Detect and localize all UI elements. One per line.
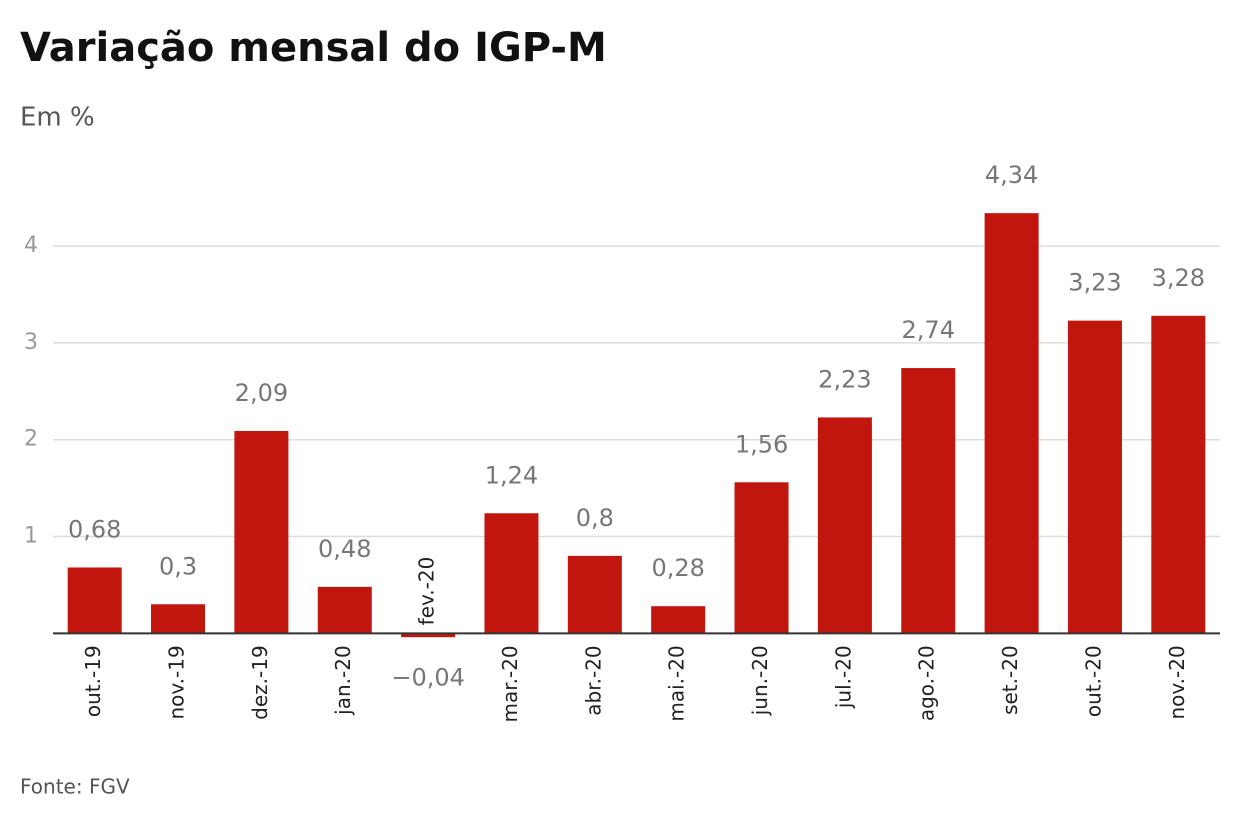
- x-tick-label: ago.-20: [915, 645, 939, 721]
- bar: [1067, 320, 1122, 634]
- value-label: 2,74: [902, 316, 955, 344]
- chart-title: Variação mensal do IGP-M: [20, 25, 607, 71]
- bar: [317, 586, 372, 634]
- bar: [901, 368, 956, 634]
- value-label: 3,28: [1152, 264, 1205, 292]
- bar: [817, 417, 872, 634]
- value-label: −0,04: [391, 663, 465, 691]
- value-label: 2,09: [235, 379, 288, 407]
- x-tick-label: nov.-20: [1165, 645, 1189, 719]
- x-tick-label: out.-19: [81, 645, 105, 717]
- bar: [67, 567, 122, 634]
- x-tick-label: dez.-19: [248, 645, 272, 720]
- y-tick-label: 2: [24, 427, 38, 452]
- x-tick-label: out.-20: [1081, 645, 1105, 717]
- x-tick-label: jun.-20: [748, 645, 772, 716]
- value-label: 3,23: [1068, 269, 1121, 297]
- x-tick-label: abr.-20: [581, 645, 605, 715]
- x-tick-label: mai.-20: [665, 645, 689, 721]
- value-label: 2,23: [818, 365, 871, 393]
- bar: [234, 430, 289, 634]
- value-label: 0,68: [68, 515, 121, 543]
- value-label: 0,3: [159, 552, 197, 580]
- x-tick-label: nov.-19: [165, 645, 189, 719]
- y-tick-label: 3: [24, 330, 38, 355]
- bar: [151, 604, 206, 634]
- source: Fonte: FGV: [20, 775, 130, 799]
- bar: [567, 555, 622, 634]
- y-tick-label: 1: [24, 524, 38, 549]
- bar: [734, 482, 789, 634]
- value-label: 0,28: [651, 554, 704, 582]
- value-label: 0,8: [576, 504, 614, 532]
- x-tick-label: jan.-20: [331, 645, 355, 716]
- value-label: 0,48: [318, 535, 371, 563]
- value-label: 1,56: [735, 430, 788, 458]
- x-tick-label: fev.-20: [415, 557, 439, 626]
- bar: [1151, 315, 1206, 634]
- bar: [984, 213, 1039, 634]
- value-label: 1,24: [485, 461, 538, 489]
- x-tick-label: jul.-20: [831, 645, 855, 709]
- y-tick-label: 4: [24, 233, 38, 258]
- bar: [401, 633, 456, 638]
- x-tick-label: mar.-20: [498, 645, 522, 722]
- x-tick-label: set.-20: [998, 645, 1022, 715]
- chart-subtitle: Em %: [20, 103, 95, 133]
- bar: [651, 606, 706, 634]
- bar: [484, 513, 539, 634]
- value-label: 4,34: [985, 161, 1038, 189]
